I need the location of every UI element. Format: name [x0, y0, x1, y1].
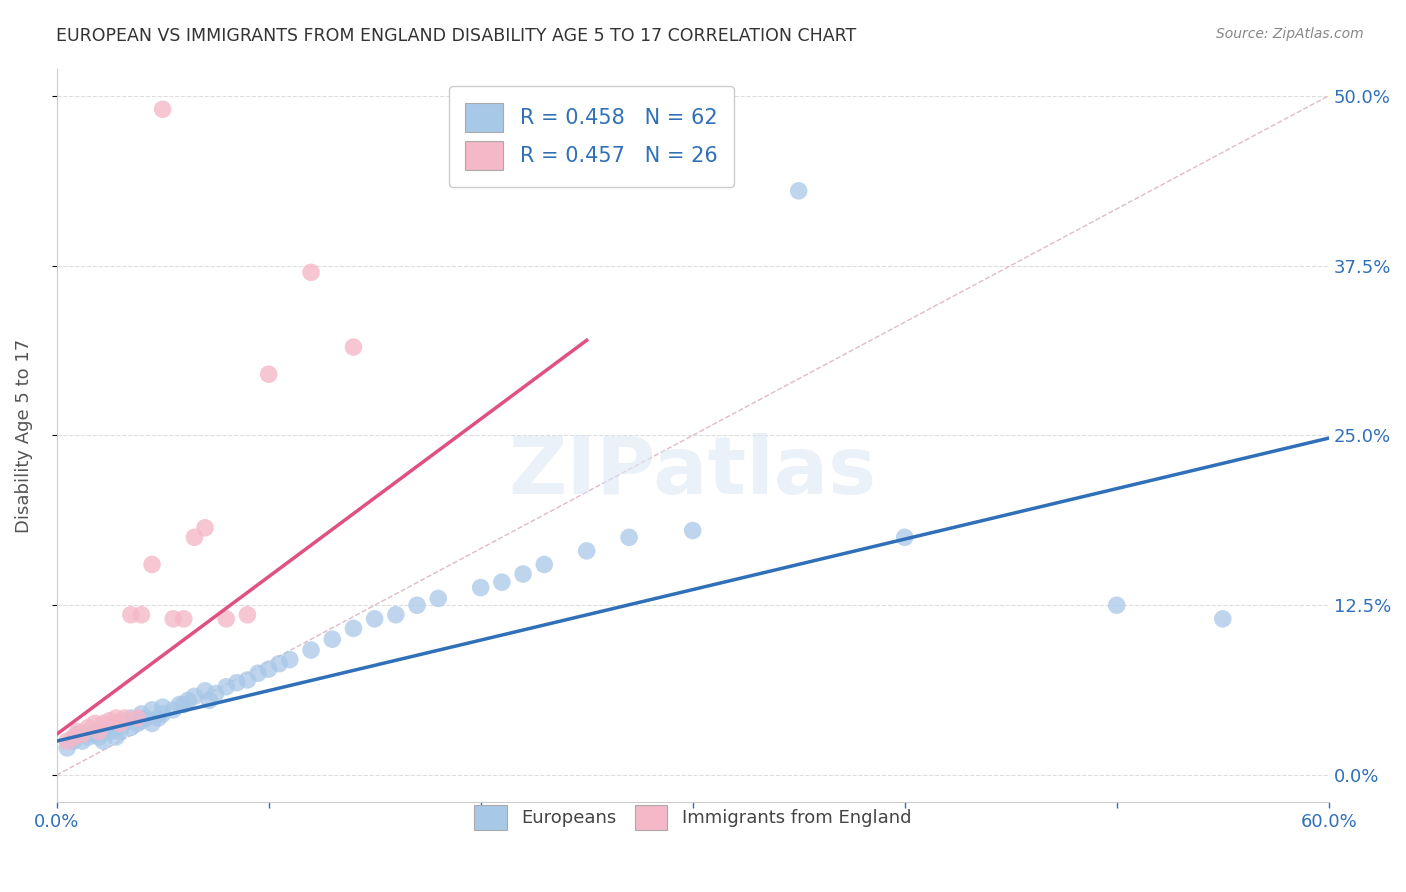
Point	[491, 575, 513, 590]
Point	[148, 711, 170, 725]
Point	[77, 730, 100, 744]
Point	[257, 662, 280, 676]
Point	[162, 612, 184, 626]
Point	[470, 581, 492, 595]
Point	[66, 724, 89, 739]
Point	[70, 734, 93, 748]
Point	[225, 675, 247, 690]
Point	[98, 721, 121, 735]
Point	[56, 734, 79, 748]
Point	[127, 716, 149, 731]
Point	[236, 607, 259, 622]
Point	[91, 734, 114, 748]
Point	[427, 591, 450, 606]
Point	[83, 727, 105, 741]
Point	[62, 734, 84, 748]
Point	[342, 340, 364, 354]
Point	[98, 724, 121, 739]
Point	[83, 716, 105, 731]
Point	[141, 558, 163, 572]
Point	[215, 612, 238, 626]
Y-axis label: Disability Age 5 to 17: Disability Age 5 to 17	[15, 338, 32, 533]
Point	[257, 368, 280, 382]
Point	[110, 716, 132, 731]
Point	[87, 724, 110, 739]
Point	[299, 265, 322, 279]
Point	[198, 693, 221, 707]
Point	[173, 698, 195, 712]
Point	[127, 711, 149, 725]
Point	[183, 690, 205, 704]
Point	[66, 727, 89, 741]
Point	[110, 716, 132, 731]
Point	[131, 706, 153, 721]
Text: ZIPatlas: ZIPatlas	[509, 434, 877, 511]
Point	[363, 612, 385, 626]
Point	[104, 730, 127, 744]
Point	[194, 521, 217, 535]
Point	[575, 544, 598, 558]
Point	[114, 711, 136, 725]
Point	[321, 632, 343, 647]
Point	[62, 730, 84, 744]
Point	[120, 607, 142, 622]
Text: EUROPEAN VS IMMIGRANTS FROM ENGLAND DISABILITY AGE 5 TO 17 CORRELATION CHART: EUROPEAN VS IMMIGRANTS FROM ENGLAND DISA…	[56, 27, 856, 45]
Point	[87, 724, 110, 739]
Point	[70, 727, 93, 741]
Point	[169, 698, 191, 712]
Legend: Europeans, Immigrants from England: Europeans, Immigrants from England	[460, 790, 925, 845]
Point	[533, 558, 555, 572]
Point	[77, 721, 100, 735]
Point	[893, 530, 915, 544]
Point	[91, 716, 114, 731]
Point	[120, 711, 142, 725]
Point	[110, 724, 132, 739]
Text: Source: ZipAtlas.com: Source: ZipAtlas.com	[1216, 27, 1364, 41]
Point	[183, 530, 205, 544]
Point	[152, 103, 174, 117]
Point	[91, 724, 114, 739]
Point	[131, 714, 153, 728]
Point	[56, 740, 79, 755]
Point	[682, 524, 704, 538]
Point	[152, 700, 174, 714]
Point	[299, 643, 322, 657]
Point	[406, 599, 429, 613]
Point	[787, 184, 810, 198]
Point	[247, 666, 270, 681]
Point	[512, 566, 534, 581]
Point	[236, 673, 259, 687]
Point	[173, 612, 195, 626]
Point	[77, 724, 100, 739]
Point	[135, 711, 157, 725]
Point	[278, 652, 301, 666]
Point	[114, 716, 136, 731]
Point	[141, 716, 163, 731]
Point	[617, 530, 640, 544]
Point	[1212, 612, 1234, 626]
Point	[215, 680, 238, 694]
Point	[204, 687, 226, 701]
Point	[162, 703, 184, 717]
Point	[385, 607, 408, 622]
Point	[104, 721, 127, 735]
Point	[177, 693, 200, 707]
Point	[342, 621, 364, 635]
Point	[104, 711, 127, 725]
Point	[269, 657, 291, 671]
Point	[152, 706, 174, 721]
Point	[194, 683, 217, 698]
Point	[1105, 599, 1128, 613]
Point	[141, 703, 163, 717]
Point	[98, 714, 121, 728]
Point	[120, 721, 142, 735]
Point	[87, 730, 110, 744]
Point	[131, 607, 153, 622]
